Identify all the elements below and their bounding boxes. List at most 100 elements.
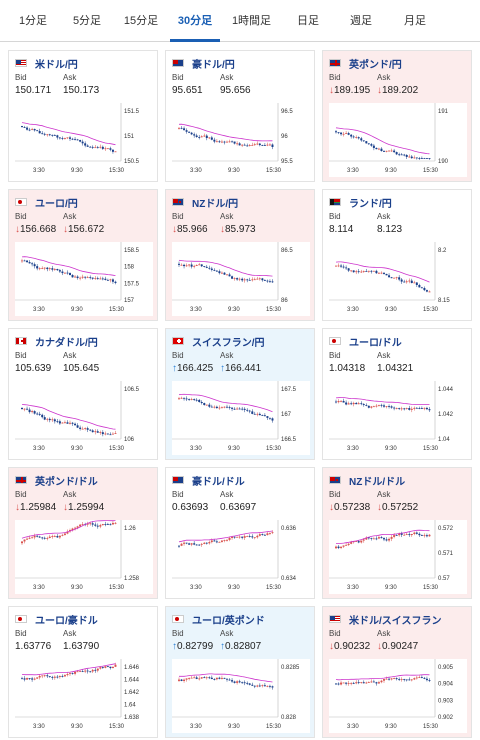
ask-label: Ask (220, 629, 234, 638)
candle (268, 144, 271, 146)
candle (190, 264, 193, 267)
rate-card[interactable]: 豪ドル/円 Bid Ask 95.651 95.656 96.5 96 95.5 3:30 9:3… (165, 50, 315, 182)
candle (408, 280, 411, 282)
tab-6[interactable]: 日足 (297, 15, 319, 27)
rate-card[interactable]: 米ドル/スイスフラン Bid Ask ↓0.90232 ↓0.90247 0.905 0.9… (322, 606, 472, 738)
bid-label: Bid (15, 212, 27, 221)
rate-card[interactable]: 英ポンド/円 Bid Ask ↓189.195 ↓189.202 191 190 3:30 9:… (322, 50, 472, 182)
x-tick-label: 15:30 (109, 724, 125, 730)
candle (418, 408, 421, 409)
rate-card[interactable]: 豪ドル/ドル Bid Ask 0.63693 0.63697 0.636 0.634 3:30… (165, 467, 315, 599)
candle (106, 524, 109, 526)
candle (218, 677, 221, 679)
candle (94, 524, 97, 526)
candle (36, 130, 39, 132)
tab-3[interactable]: 15分足 (123, 15, 159, 27)
candle (46, 267, 49, 270)
candle (111, 666, 114, 669)
rate-card[interactable]: ユーロ/豪ドル Bid Ask 1.63776 1.63790 1.646 1.644 1.6… (8, 606, 158, 738)
candle (393, 407, 396, 409)
rate-card[interactable]: NZドル/ドル Bid Ask ↓0.57238 ↓0.57252 0.572 0.571 0… (322, 467, 472, 599)
candle (86, 670, 89, 672)
candle (350, 542, 353, 544)
candle (220, 407, 223, 409)
mini-chart: 158.5 158 157.5 157 3:30 9:30 15:30 (15, 242, 153, 316)
candle (36, 266, 39, 269)
arrow-up-icon: ↑ (220, 363, 225, 374)
rate-card[interactable]: ユーロ/英ポンド Bid Ask ↑0.82799 ↑0.82807 0.8285 0.82… (165, 606, 315, 738)
candle (413, 157, 416, 159)
candle (66, 137, 69, 139)
rate-card[interactable]: カナダドル/円 Bid Ask 105.639 105.645 106.5 106 3:30 9… (8, 328, 158, 460)
candle (91, 430, 94, 433)
candle (236, 536, 239, 538)
candle (236, 408, 239, 410)
bid-value: 8.114 (329, 224, 353, 235)
candle (375, 682, 378, 684)
candle (423, 287, 426, 291)
rate-card[interactable]: スイスフラン/円 Bid Ask ↑166.425 ↑166.441 167.5 167 16… (165, 328, 315, 460)
tab-1[interactable]: 1分足 (18, 15, 48, 27)
candle (23, 260, 26, 262)
rate-card[interactable]: 米ドル/円 Bid Ask 150.171 150.173 151.5 151 150.5 3:… (8, 50, 158, 182)
mini-chart: 8.2 8.15 3:30 9:30 15:30 (329, 242, 467, 316)
pair-name: カナダドル/円 (35, 337, 98, 349)
card-header: 英ポンド/円 (329, 57, 402, 71)
candle (266, 144, 269, 146)
candle (228, 274, 231, 277)
rate-card[interactable]: ランド/円 Bid Ask 8.114 8.123 8.2 8.15 3:30 9:30 15:3… (322, 189, 472, 321)
candle (66, 422, 69, 424)
tab-5[interactable]: 1時間足 (231, 15, 272, 27)
tab-2[interactable]: 5分足 (72, 15, 102, 27)
pair-name: 豪ドル/ドル (192, 476, 245, 488)
candle (203, 403, 206, 406)
rate-card[interactable]: ユーロ/ドル Bid Ask 1.04318 1.04321 1.044 1.042 1.04… (322, 328, 472, 460)
candle (183, 542, 186, 544)
candle (388, 538, 391, 541)
tab-8[interactable]: 月足 (404, 15, 426, 27)
candle (345, 267, 348, 269)
candle (423, 535, 426, 537)
candle (256, 143, 259, 145)
candle (405, 281, 408, 283)
candle (28, 678, 31, 679)
bid-value: 105.639 (15, 363, 51, 374)
candle (400, 408, 403, 410)
candle (398, 533, 401, 536)
x-tick-label: 3:30 (347, 168, 359, 174)
candlestick-chart: 191 190 3:30 9:30 15:30 (329, 103, 449, 174)
candle (271, 418, 274, 421)
candle (347, 403, 350, 405)
candle (210, 540, 213, 543)
pair-name: ランド/円 (349, 198, 392, 210)
candle (360, 682, 363, 684)
ask-value-text: 156.672 (68, 224, 105, 235)
candle (193, 265, 196, 267)
mini-chart: 86.5 86 3:30 9:30 15:30 (172, 242, 310, 316)
x-tick-label: 15:30 (423, 724, 439, 730)
y-tick-label: 158 (124, 265, 135, 271)
candle (89, 523, 92, 525)
candle (200, 264, 203, 267)
tab-4[interactable]: 30分足 (170, 0, 220, 42)
candle (415, 157, 418, 159)
tab-7[interactable]: 週足 (350, 15, 372, 27)
bid-value: ↑166.425 (172, 363, 213, 374)
candle (428, 291, 431, 293)
moving-average-line (21, 663, 116, 676)
rate-card[interactable]: 英ポンド/ドル Bid Ask ↓1.25984 ↓1.25994 1.26 1.258 3:… (8, 467, 158, 599)
x-tick-label: 15:30 (266, 446, 282, 452)
candle (111, 522, 114, 525)
rate-card[interactable]: ユーロ/円 Bid Ask ↓156.668 ↓156.672 158.5 158 157.5… (8, 189, 158, 321)
candle (58, 535, 61, 538)
candle (398, 154, 401, 156)
x-tick-label: 9:30 (385, 168, 397, 174)
candlestick-chart: 0.572 0.571 0.57 3:30 9:30 15:30 (329, 520, 454, 591)
candle (413, 532, 416, 534)
au-flag-icon (172, 476, 184, 484)
candle (99, 432, 102, 434)
moving-average-line (178, 393, 273, 413)
nz-flag-icon (329, 476, 341, 484)
rate-card[interactable]: NZドル/円 Bid Ask ↓85.966 ↓85.973 86.5 86 3:30 9:30… (165, 189, 315, 321)
candle (61, 422, 64, 424)
